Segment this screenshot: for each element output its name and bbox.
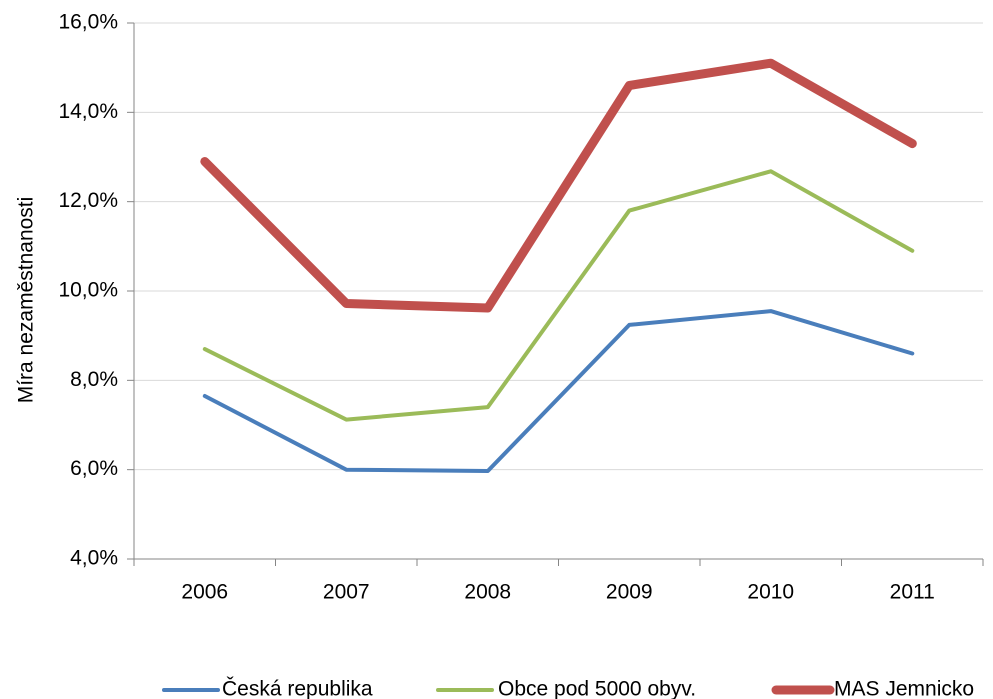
y-tick-label: 6,0%: [70, 457, 118, 480]
y-tick-label: 8,0%: [70, 368, 118, 391]
tick-labels: 4,0% 6,0% 8,0% 10,0% 12,0% 14,0% 16,0% 2006 2007…: [58, 11, 934, 604]
legend: Česká republika Obce pod 5000 obyv. MAS Je…: [162, 678, 974, 699]
x-tick-label: 2007: [323, 581, 370, 604]
series-line-1: [202, 309, 915, 473]
x-tick-label: 2011: [890, 581, 935, 604]
series-lines: [200, 58, 917, 473]
x-tick-label: 2008: [464, 581, 511, 604]
y-tick-label: 4,0%: [70, 547, 118, 570]
axes: [127, 22, 984, 566]
y-tick-label: 14,0%: [58, 100, 118, 123]
x-tick-label: 2010: [747, 581, 794, 604]
y-tick-label: 10,0%: [58, 279, 118, 302]
gridlines: [134, 22, 983, 471]
series-line-2: [202, 169, 915, 422]
x-tick-label: 2006: [181, 581, 228, 604]
legend-label: Česká republika: [222, 678, 373, 699]
legend-label: Obce pod 5000 obyv.: [498, 678, 696, 699]
y-axis-title: Míra nezaměstnanosti: [15, 197, 38, 404]
x-tick-label: 2009: [606, 581, 653, 604]
y-tick-label: 12,0%: [58, 189, 118, 212]
y-tick-label: 16,0%: [58, 11, 118, 34]
series-line-3: [200, 58, 917, 313]
legend-label: MAS Jemnicko: [834, 678, 974, 699]
